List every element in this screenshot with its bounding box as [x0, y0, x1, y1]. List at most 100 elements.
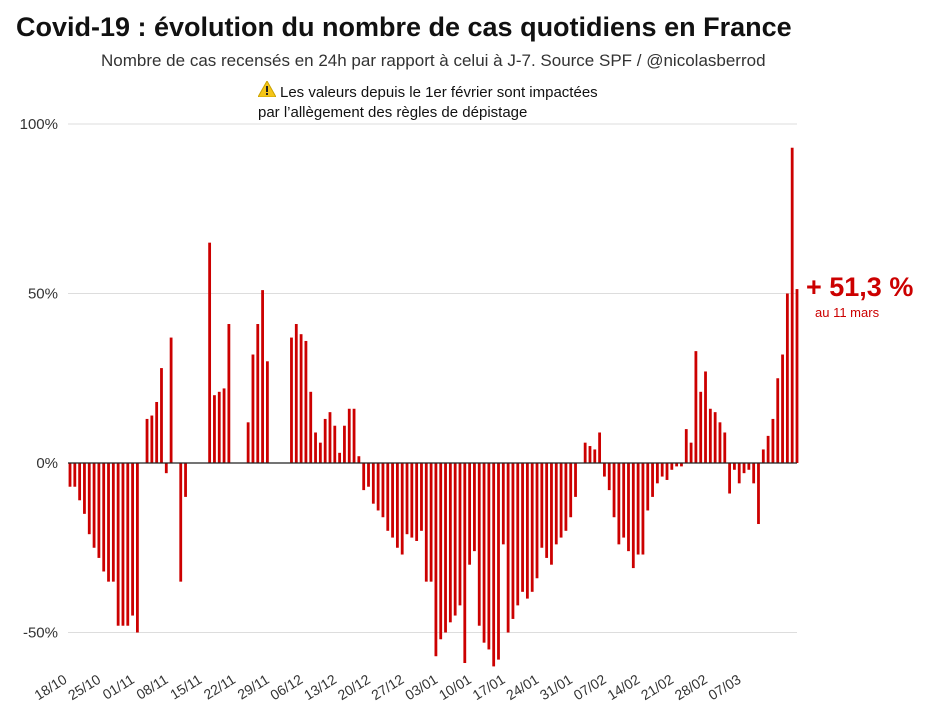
- bar: [343, 425, 346, 463]
- x-tick-label: 22/11: [201, 671, 238, 703]
- bar: [680, 463, 683, 467]
- bar: [477, 463, 481, 626]
- bar: [318, 442, 322, 463]
- bar: [314, 432, 317, 463]
- bar: [213, 395, 216, 463]
- bar: [684, 429, 688, 463]
- bar: [357, 456, 361, 463]
- bar: [752, 463, 756, 484]
- bar: [126, 463, 130, 626]
- bar: [728, 463, 731, 494]
- bar: [328, 412, 332, 463]
- bar: [371, 463, 375, 504]
- bar: [713, 412, 717, 463]
- bar: [631, 463, 635, 569]
- bar: [473, 463, 476, 552]
- x-tick-label: 21/02: [638, 671, 676, 703]
- bar: [410, 463, 414, 538]
- bar: [636, 463, 640, 555]
- bar: [708, 408, 712, 463]
- bar: [256, 324, 260, 463]
- bar: [622, 463, 626, 538]
- bar: [747, 463, 751, 470]
- bar: [261, 290, 264, 463]
- bar: [574, 463, 577, 497]
- bar: [593, 449, 597, 463]
- bar: [790, 147, 794, 464]
- bar: [444, 463, 447, 633]
- bar: [458, 463, 462, 606]
- bar: [463, 463, 467, 664]
- bar: [395, 463, 399, 548]
- bar: [309, 391, 313, 463]
- bar: [607, 463, 611, 491]
- bar: [482, 463, 486, 643]
- bar: [651, 463, 654, 497]
- y-tick-label: 50%: [28, 286, 58, 303]
- bar: [525, 463, 529, 599]
- x-tick-label: 31/01: [537, 671, 575, 703]
- bar: [737, 463, 741, 484]
- bar: [554, 463, 558, 545]
- chart-subtitle: Nombre de cas recensés en 24h par rappor…: [101, 51, 766, 70]
- bar: [265, 361, 269, 463]
- x-tick-label: 29/11: [234, 671, 271, 703]
- bar: [718, 422, 722, 463]
- bar: [704, 371, 707, 463]
- bar: [723, 432, 727, 463]
- warning-note-line1: Les valeurs depuis le 1er février sont i…: [280, 84, 598, 101]
- bar: [107, 463, 110, 582]
- x-tick-label: 07/02: [571, 671, 609, 703]
- latest-value-callout: + 51,3 %: [806, 272, 914, 302]
- bar: [559, 463, 563, 538]
- bar: [160, 368, 163, 463]
- bar: [121, 463, 125, 626]
- bar: [660, 463, 664, 477]
- x-tick-label: 13/12: [301, 671, 339, 703]
- bar: [386, 463, 390, 531]
- bar: [222, 388, 226, 463]
- bar: [699, 391, 703, 463]
- bar: [468, 463, 472, 565]
- chart-title: Covid-19 : évolution du nombre de cas qu…: [16, 12, 792, 42]
- bar: [323, 418, 327, 463]
- bar: [598, 432, 602, 463]
- bar: [646, 463, 650, 511]
- bar: [550, 463, 553, 565]
- x-tick-label: 15/11: [167, 671, 204, 703]
- bar: [742, 463, 746, 474]
- bar: [583, 442, 587, 463]
- bar: [362, 463, 366, 491]
- bar: [73, 463, 77, 487]
- bar: [776, 378, 780, 463]
- bar: [116, 463, 120, 626]
- bar: [540, 463, 544, 548]
- bar: [627, 463, 630, 552]
- bar: [227, 324, 231, 463]
- bar: [92, 463, 96, 548]
- bar: [434, 463, 438, 657]
- bar: [102, 463, 106, 572]
- bar: [785, 293, 789, 463]
- bar: [530, 463, 534, 592]
- x-tick-label: 08/11: [133, 671, 170, 703]
- x-tick-label: 20/12: [335, 671, 373, 703]
- bar: [169, 337, 173, 463]
- bar: [675, 463, 679, 467]
- bar: [569, 463, 573, 518]
- bar: [761, 449, 765, 463]
- bar: [150, 415, 154, 463]
- warning-icon: [257, 79, 277, 103]
- bar: [545, 463, 549, 558]
- x-tick-label: 03/01: [402, 671, 440, 703]
- warning-note: Les valeurs depuis le 1er février sont i…: [257, 79, 598, 123]
- bar: [612, 463, 616, 518]
- bar: [179, 463, 183, 582]
- bar: [641, 463, 645, 555]
- bar: [665, 463, 669, 480]
- bar: [294, 324, 298, 463]
- bar: [588, 446, 592, 463]
- bar: [97, 463, 101, 558]
- x-tick-label: 01/11: [100, 671, 137, 703]
